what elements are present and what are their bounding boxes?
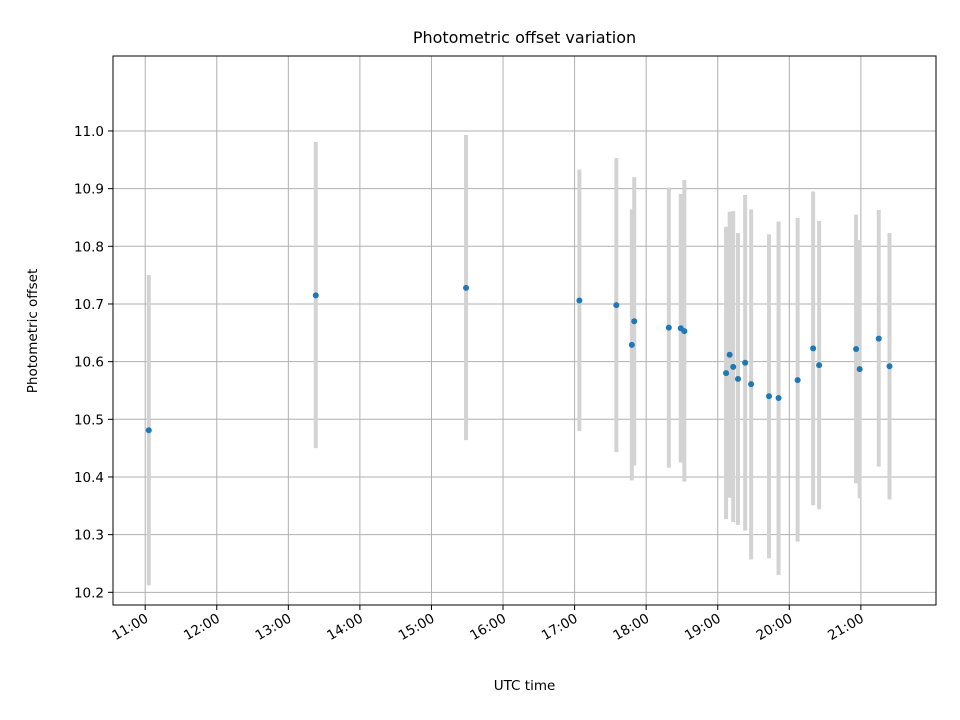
data-point: [735, 375, 742, 382]
data-point: [875, 335, 882, 342]
data-point: [886, 363, 893, 370]
data-point: [576, 297, 583, 304]
data-point: [665, 324, 672, 331]
y-tick-label: 10.6: [74, 355, 104, 371]
data-point: [810, 345, 817, 352]
chart-title: Photometric offset variation: [413, 28, 636, 47]
y-tick-label: 10.4: [74, 470, 104, 486]
data-point: [628, 341, 635, 348]
data-point: [681, 328, 688, 335]
data-point: [726, 351, 733, 358]
data-point: [613, 302, 620, 309]
data-point: [748, 381, 755, 388]
y-tick-label: 10.5: [74, 412, 104, 428]
data-point: [766, 393, 773, 400]
plot-frame: [112, 55, 937, 606]
y-axis-label: Photometric offset: [25, 269, 41, 393]
x-axis-label: UTC time: [494, 678, 556, 694]
data-point: [723, 370, 730, 377]
data-point: [816, 362, 823, 369]
y-tick-label: 10.7: [74, 297, 104, 313]
data-point: [794, 377, 801, 384]
data-point: [145, 427, 152, 434]
y-tick-label: 11.0: [74, 124, 104, 140]
y-tick-label: 10.3: [74, 528, 104, 544]
data-point: [775, 394, 782, 401]
data-point: [463, 284, 470, 291]
y-tick-label: 10.2: [74, 585, 104, 601]
data-point: [742, 359, 749, 366]
data-point: [631, 318, 638, 325]
data-point: [312, 292, 319, 299]
data-point: [856, 366, 863, 373]
y-tick-label: 10.8: [74, 239, 104, 255]
data-point: [853, 345, 860, 352]
y-tick-label: 10.9: [74, 182, 104, 198]
data-points: [145, 284, 893, 434]
data-point: [730, 363, 737, 370]
